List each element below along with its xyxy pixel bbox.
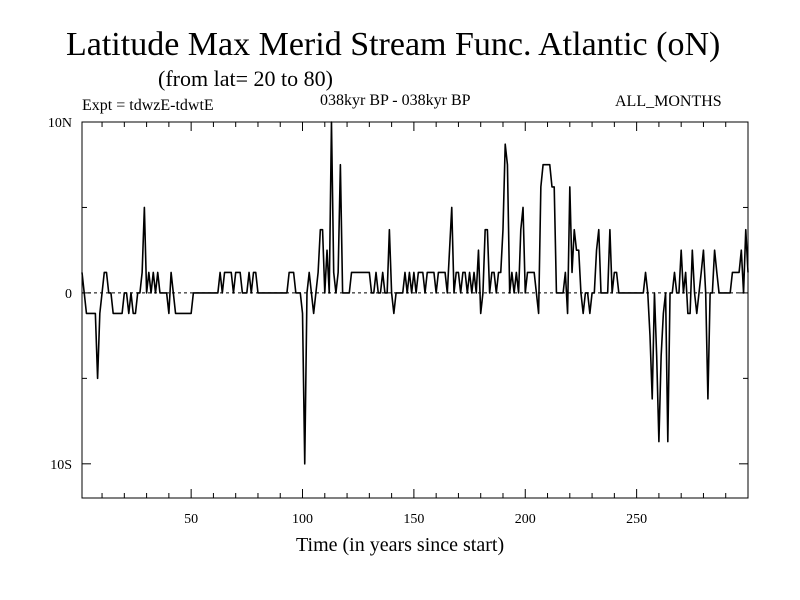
plot-frame [81, 121, 749, 499]
period-label: 038kyr BP - 038kyr BP [320, 92, 471, 109]
chart-subtitle: (from lat= 20 to 80) [158, 66, 333, 91]
y-tick-label: 10S [50, 458, 72, 473]
x-tick-label: 250 [626, 512, 647, 527]
chart-title: Latitude Max Merid Stream Func. Atlantic… [66, 26, 721, 63]
series-line [81, 121, 749, 465]
experiment-label: Expt = tdwzE-tdwtE [82, 97, 214, 114]
y-tick-label: 0 [65, 287, 72, 302]
x-axis-label: Time (in years since start) [296, 534, 505, 556]
x-tick-label: 50 [184, 512, 198, 527]
x-tick-label: 100 [292, 512, 313, 527]
x-tick-label: 200 [515, 512, 536, 527]
y-tick-label: 10N [48, 116, 72, 131]
months-label: ALL_MONTHS [615, 93, 722, 110]
x-tick-label: 150 [403, 512, 424, 527]
